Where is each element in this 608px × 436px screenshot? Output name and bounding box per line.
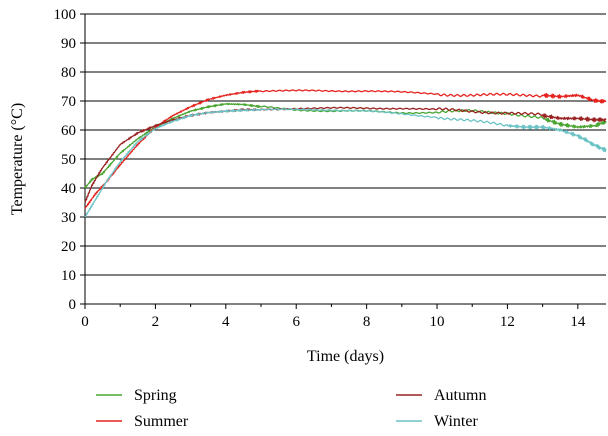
x-tick-label: 14: [570, 314, 586, 330]
y-axis-label: Temperature (°C): [9, 103, 26, 215]
series-line-summer: [84, 89, 607, 209]
y-tick-label: 20: [61, 239, 76, 255]
y-tick-label: 50: [61, 152, 76, 168]
series-lines: [84, 89, 607, 218]
x-tick-label: 0: [81, 314, 89, 330]
y-tick-label: 0: [69, 297, 77, 313]
x-tick-label: 6: [292, 314, 300, 330]
series-line-winter: [84, 108, 607, 218]
legend-item-spring: Spring: [96, 387, 177, 404]
x-axis-label: Time (days): [307, 348, 384, 365]
x-tick-label: 8: [363, 314, 371, 330]
y-tick-label: 80: [61, 65, 76, 81]
y-tick-label: 100: [54, 7, 77, 23]
legend-item-summer: Summer: [96, 413, 189, 430]
legend-label: Winter: [434, 413, 478, 430]
tick-labels: 0 10 20 30 40 50 60 70 80 90 100 0 2 4 6 8 10 12 14: [54, 7, 586, 330]
axes: [80, 13, 579, 309]
legend-item-winter: Winter: [396, 413, 478, 430]
legend-label: Summer: [134, 413, 189, 430]
y-tick-label: 70: [61, 94, 76, 110]
gridlines: [85, 13, 606, 305]
y-tick-label: 30: [61, 210, 76, 226]
series-line-spring: [84, 102, 607, 189]
x-tick-label: 12: [500, 314, 515, 330]
y-tick-label: 10: [61, 268, 76, 284]
y-tick-label: 90: [61, 36, 76, 52]
x-tick-label: 10: [430, 314, 445, 330]
legend: Spring Summer Autumn Winter: [96, 387, 486, 430]
y-tick-label: 60: [61, 123, 76, 139]
legend-label: Autumn: [434, 387, 486, 404]
legend-item-autumn: Autumn: [396, 387, 486, 404]
x-tick-label: 4: [222, 314, 230, 330]
y-tick-label: 40: [61, 181, 76, 197]
x-tick-label: 2: [152, 314, 160, 330]
legend-label: Spring: [134, 387, 177, 404]
